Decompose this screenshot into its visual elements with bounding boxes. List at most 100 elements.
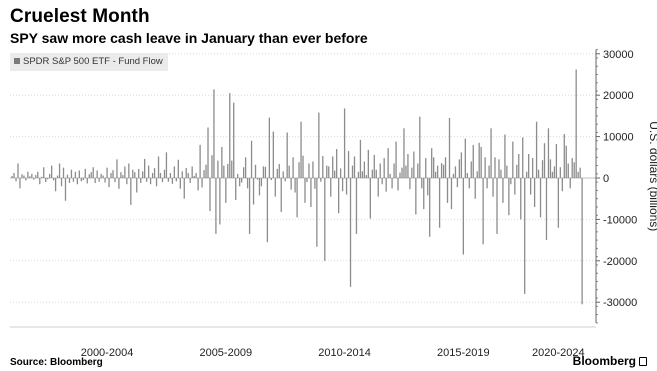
- bar: [345, 178, 348, 195]
- bar: [310, 178, 312, 207]
- bar: [149, 178, 152, 185]
- bar: [72, 178, 75, 182]
- y-tick-label: 10000: [603, 132, 634, 144]
- bar: [276, 168, 278, 178]
- bar: [102, 175, 104, 178]
- bar: [539, 178, 542, 218]
- bar: [365, 175, 368, 178]
- bar: [490, 128, 492, 178]
- bar: [146, 178, 148, 182]
- bar: [94, 178, 96, 183]
- source-note: Source: Bloomberg: [10, 357, 103, 368]
- bar: [518, 153, 520, 178]
- bar: [433, 157, 435, 178]
- bar: [142, 171, 144, 178]
- bar: [122, 175, 124, 178]
- bar: [464, 138, 466, 178]
- bar: [246, 178, 249, 189]
- bar: [159, 173, 162, 178]
- bar: [270, 178, 273, 181]
- bloomberg-box-icon: [639, 357, 647, 366]
- bar: [308, 163, 310, 178]
- bar: [454, 166, 457, 178]
- y-tick-label: -20000: [603, 256, 637, 268]
- x-tick-label: 2015-2019: [437, 347, 490, 359]
- bar: [581, 178, 583, 305]
- bar: [78, 170, 80, 178]
- bar: [221, 146, 223, 178]
- bar: [25, 178, 27, 181]
- bar: [577, 171, 579, 178]
- bar: [480, 146, 482, 178]
- bar: [431, 148, 433, 178]
- bar: [320, 178, 322, 182]
- bar: [468, 178, 470, 189]
- bar: [555, 144, 558, 178]
- bar: [254, 164, 257, 178]
- bar: [52, 178, 55, 181]
- bar: [13, 173, 15, 178]
- bar: [118, 178, 120, 189]
- bar: [371, 169, 373, 178]
- bar: [237, 173, 239, 178]
- bar: [181, 171, 183, 178]
- bar: [488, 165, 490, 178]
- bar: [282, 171, 284, 178]
- bar: [29, 176, 31, 178]
- bar: [458, 159, 461, 178]
- bar: [444, 157, 447, 178]
- bar: [187, 173, 189, 178]
- bar: [266, 178, 269, 243]
- bar: [104, 178, 106, 183]
- bar: [199, 144, 201, 178]
- x-tick-label: 2005-2009: [199, 347, 252, 359]
- bar: [413, 151, 415, 178]
- bar: [298, 162, 300, 178]
- bar: [379, 163, 381, 178]
- brand-name: Bloomberg: [572, 354, 636, 368]
- bar: [169, 173, 172, 178]
- bar: [442, 164, 445, 178]
- bar: [330, 178, 332, 197]
- bar: [106, 167, 108, 178]
- bar: [82, 178, 84, 181]
- bar: [191, 166, 193, 178]
- bar: [286, 132, 288, 178]
- bar: [504, 134, 506, 178]
- bar: [338, 178, 340, 214]
- bar: [446, 178, 449, 203]
- bar: [409, 178, 411, 190]
- y-axis: 30000 20000 10000 0 -10000 -20000 -30000: [595, 49, 637, 324]
- bar: [326, 165, 328, 178]
- bar: [526, 171, 528, 178]
- bar: [205, 164, 207, 178]
- bar: [405, 165, 407, 178]
- bar: [274, 178, 276, 197]
- bar: [278, 163, 280, 178]
- bar: [86, 178, 88, 184]
- bar: [397, 178, 399, 191]
- y-tick-label: -30000: [603, 297, 637, 309]
- bar: [522, 137, 524, 178]
- bar: [203, 170, 205, 178]
- bar: [258, 178, 261, 196]
- bar: [49, 173, 51, 178]
- bar: [173, 166, 175, 178]
- bar: [373, 154, 375, 178]
- bar: [288, 165, 290, 178]
- bar: [421, 178, 423, 189]
- bar: [391, 178, 393, 189]
- bar: [211, 155, 213, 178]
- bar: [284, 178, 286, 182]
- bar: [134, 172, 136, 178]
- bar: [551, 171, 554, 178]
- bar: [54, 178, 57, 192]
- bar: [241, 178, 243, 183]
- bar: [231, 160, 233, 178]
- bar: [561, 178, 563, 192]
- bar: [244, 157, 247, 178]
- bar: [543, 143, 546, 178]
- bar: [502, 178, 504, 203]
- bar: [425, 158, 427, 178]
